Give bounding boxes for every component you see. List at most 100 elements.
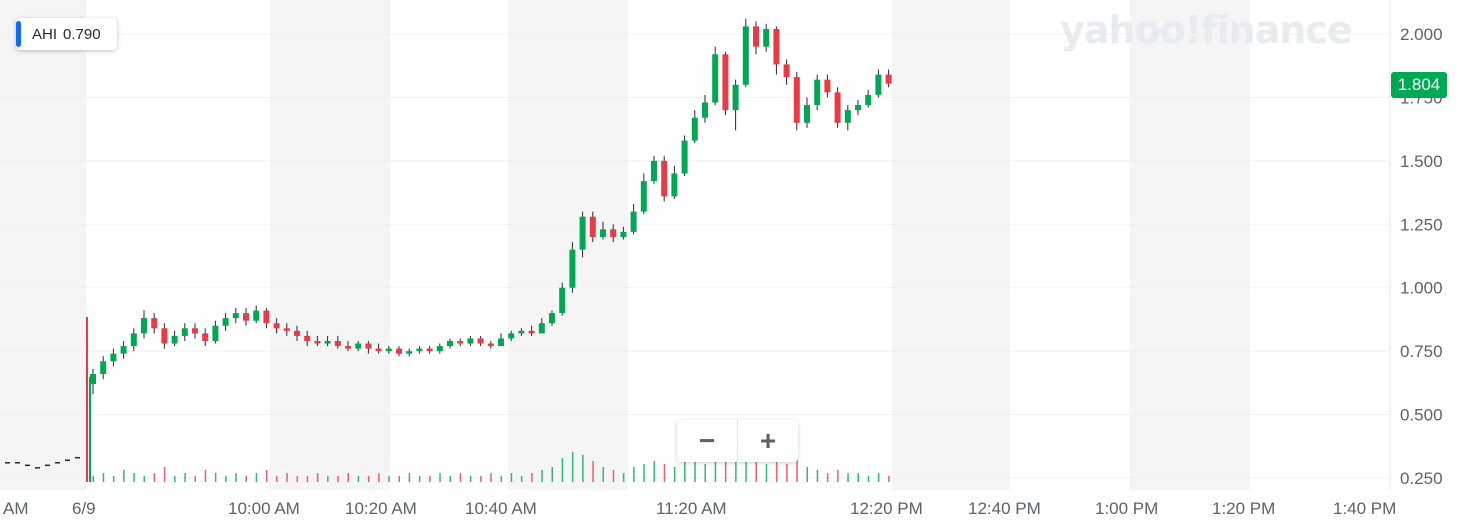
candle-body <box>365 343 372 349</box>
zoom-controls: − + <box>677 420 798 462</box>
candle-body <box>181 328 188 336</box>
volume-bar <box>204 470 207 482</box>
volume-bar <box>714 455 717 482</box>
volume-bar <box>786 464 788 482</box>
x-tick-label: 12:40 PM <box>968 499 1041 518</box>
time-band <box>508 0 628 490</box>
candle-body <box>702 102 708 118</box>
volume-bar <box>633 467 635 482</box>
candle-body <box>120 346 127 354</box>
volume-bar <box>806 467 808 482</box>
volume-bars <box>86 317 890 482</box>
volume-bar <box>694 458 696 482</box>
candle-body <box>222 318 229 326</box>
candle-body <box>406 351 413 354</box>
volume-bar <box>418 476 421 482</box>
time-band <box>270 0 390 490</box>
volume-bar <box>184 473 186 482</box>
volume-bar <box>347 473 349 482</box>
volume-bar <box>500 476 502 482</box>
ticker-symbol: AHI <box>32 25 58 43</box>
volume-bar <box>388 476 390 482</box>
current-price-tag: 1.804 <box>1391 72 1447 98</box>
volume-bar <box>510 473 513 482</box>
candles <box>90 18 892 395</box>
volume-bar <box>143 476 145 482</box>
candle-body <box>661 160 668 197</box>
candle-body <box>243 313 249 321</box>
candle-body <box>151 318 158 329</box>
volume-bar <box>867 476 870 482</box>
time-band <box>0 0 86 490</box>
candle-body <box>722 54 729 111</box>
candle-body <box>324 340 331 344</box>
zoom-in-button[interactable]: + <box>737 420 798 462</box>
candle-body <box>457 340 464 344</box>
candle-body <box>304 335 311 341</box>
volume-bar <box>704 464 706 482</box>
candle-body <box>651 160 657 182</box>
ticker-value: 0.790 <box>63 25 101 43</box>
candle-body <box>130 333 137 347</box>
volume-bar <box>102 473 105 482</box>
y-tick-label: 2.000 <box>1400 25 1443 44</box>
candle-body <box>875 74 882 95</box>
candle-body <box>263 310 270 324</box>
volume-bar <box>837 470 839 482</box>
candle-body <box>620 231 627 237</box>
candle-body <box>253 310 260 321</box>
volume-bar <box>112 476 115 482</box>
volume-bar <box>194 476 196 482</box>
candle-body <box>844 110 851 123</box>
candle-body <box>753 26 759 47</box>
yahoo-finance-logo: yahoo!finance <box>1060 8 1353 52</box>
volume-bar <box>520 476 523 482</box>
volume-bar <box>643 464 645 482</box>
candle-body <box>569 249 576 288</box>
volume-bar <box>163 467 166 482</box>
candle-body <box>141 318 147 334</box>
candle-body <box>385 348 392 352</box>
volume-bar <box>480 476 482 482</box>
volume-bar <box>459 473 462 482</box>
candle-body <box>804 105 810 123</box>
candle-body <box>447 340 453 347</box>
candle-body <box>508 333 515 339</box>
volume-bar <box>429 476 431 482</box>
candle-body <box>559 287 566 314</box>
candle-body <box>885 74 892 84</box>
volume-bar <box>592 461 594 482</box>
x-tick-label: 1:20 PM <box>1212 499 1275 518</box>
candle-body <box>763 28 770 47</box>
candle-body <box>334 340 341 347</box>
x-tick-label: 6/9 <box>72 499 96 518</box>
ticker-badge[interactable]: AHI 0.790 <box>16 18 117 50</box>
candle-body <box>579 216 586 250</box>
time-bands <box>0 0 1250 490</box>
volume-bar <box>276 476 278 482</box>
candle-body <box>171 335 178 344</box>
candle-body <box>742 26 749 85</box>
volume-bar <box>337 476 339 482</box>
candle-body <box>549 313 555 324</box>
volume-bar <box>724 452 727 482</box>
candle-body <box>793 77 800 123</box>
volume-bar <box>265 470 268 482</box>
volume-bar <box>796 455 798 482</box>
candle-body <box>518 330 525 334</box>
candle-body <box>640 181 647 212</box>
volume-bar <box>469 476 472 482</box>
candle-body <box>283 328 290 331</box>
x-axis: AM 6/9 10:00 AM 10:20 AM 10:40 AM 11:20 AM 12:… <box>3 499 1396 518</box>
volume-bar <box>622 473 625 482</box>
volume-bar <box>439 473 441 482</box>
candle-body <box>814 79 821 106</box>
candle-body <box>396 348 402 354</box>
volume-bar <box>571 452 574 482</box>
candle-body <box>610 229 617 237</box>
volume-bar <box>490 473 492 482</box>
candle-body <box>671 173 678 197</box>
volume-bar <box>398 476 400 482</box>
zoom-out-button[interactable]: − <box>698 425 716 456</box>
